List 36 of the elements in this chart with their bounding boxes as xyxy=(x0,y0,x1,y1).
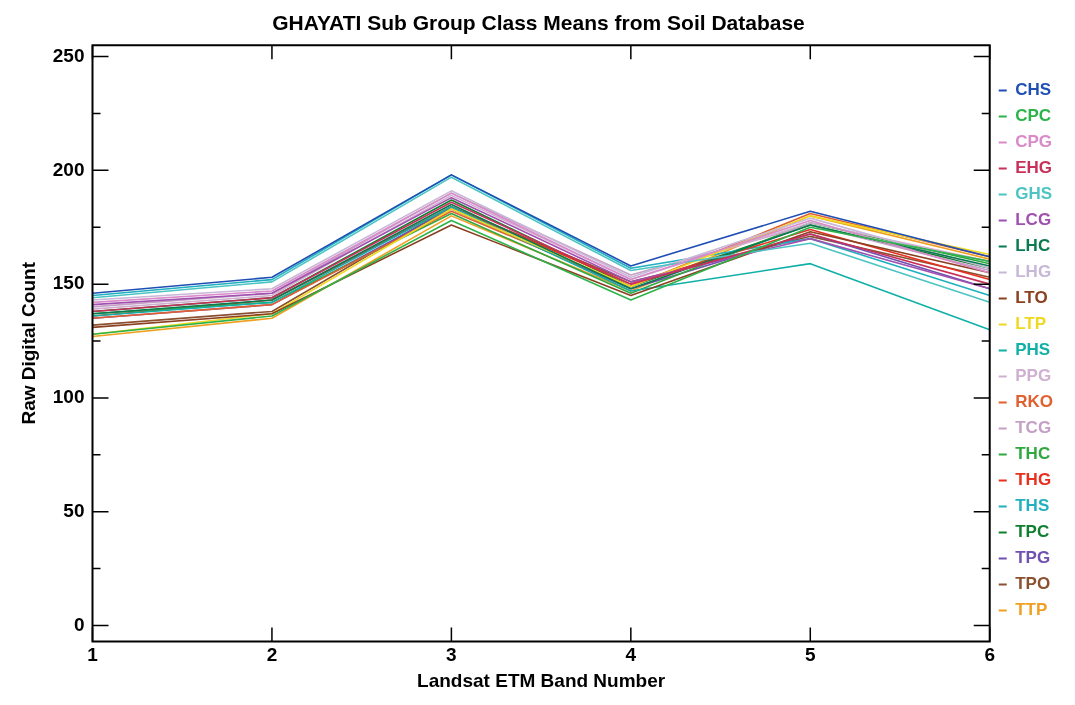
y-tick-label: 100 xyxy=(52,386,85,408)
legend-label: TPC xyxy=(1015,522,1050,542)
legend-label: CPC xyxy=(1015,106,1052,126)
legend-label: THS xyxy=(1015,496,1050,516)
x-tick-label: 6 xyxy=(984,644,996,666)
legend-label: TPO xyxy=(1015,574,1051,594)
chart-title: GHAYATI Sub Group Class Means from Soil Database xyxy=(272,11,805,35)
legend-label: LCG xyxy=(1015,210,1052,230)
x-tick-label: 2 xyxy=(266,644,278,666)
legend-label: LHG xyxy=(1015,262,1052,282)
legend-label: LTO xyxy=(1015,288,1048,308)
legend-label: PHS xyxy=(1015,340,1051,360)
legend-label: EHG xyxy=(1015,158,1053,178)
x-tick-label: 5 xyxy=(804,644,816,666)
legend-label: CPG xyxy=(1015,132,1053,152)
y-axis-title: Raw Digital Count xyxy=(17,261,39,425)
y-tick-label: 200 xyxy=(52,158,85,180)
x-tick-label: 1 xyxy=(87,644,99,666)
y-tick-label: 150 xyxy=(52,272,85,294)
legend-label: LTP xyxy=(1015,314,1047,334)
legend-label: GHS xyxy=(1015,184,1053,204)
legend-label: LHC xyxy=(1015,236,1051,256)
y-tick-label: 0 xyxy=(73,613,85,635)
y-tick-label: 50 xyxy=(63,499,85,521)
legend-label: RKO xyxy=(1015,392,1053,412)
legend-label: TCG xyxy=(1015,418,1052,438)
x-tick-label: 4 xyxy=(625,644,637,666)
x-tick-label: 3 xyxy=(446,644,457,666)
legend-label: TTP xyxy=(1015,600,1048,620)
legend-label: THC xyxy=(1015,444,1051,464)
legend-label: CHS xyxy=(1015,80,1052,100)
legend-label: THG xyxy=(1015,470,1052,490)
legend-label: PPG xyxy=(1015,366,1052,386)
legend-label: TPG xyxy=(1015,548,1051,568)
x-axis-title: Landsat ETM Band Number xyxy=(417,669,666,691)
y-tick-label: 250 xyxy=(52,44,85,66)
